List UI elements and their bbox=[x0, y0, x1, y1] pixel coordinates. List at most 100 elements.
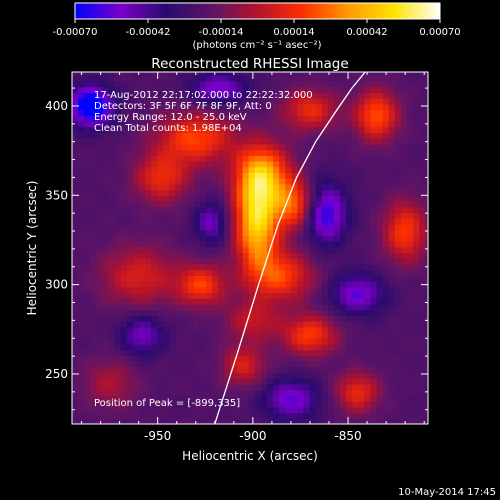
heatmap-cell bbox=[291, 218, 298, 225]
heatmap-cell bbox=[163, 178, 171, 185]
heatmap-cell bbox=[102, 338, 110, 345]
heatmap-cell bbox=[303, 109, 311, 116]
heatmap-cell bbox=[285, 395, 292, 402]
heatmap-cell bbox=[230, 383, 238, 391]
heatmap-cell bbox=[108, 155, 116, 162]
heatmap-cell bbox=[169, 263, 177, 271]
heatmap-cell bbox=[212, 252, 219, 259]
heatmap-cell bbox=[346, 155, 353, 162]
heatmap-cell bbox=[102, 80, 110, 88]
heatmap-cell bbox=[388, 138, 396, 145]
heatmap-cell bbox=[224, 109, 231, 116]
heatmap-cell bbox=[425, 303, 428, 311]
heatmap-cell bbox=[291, 241, 298, 248]
heatmap-cell bbox=[297, 412, 305, 419]
heatmap-cell bbox=[218, 103, 225, 111]
heatmap-cell bbox=[400, 303, 408, 311]
heatmap-cell bbox=[199, 132, 207, 139]
heatmap-cell bbox=[260, 378, 268, 385]
heatmap-cell bbox=[285, 292, 292, 299]
heatmap-cell bbox=[230, 178, 238, 185]
heatmap-cell bbox=[346, 395, 353, 402]
heatmap-cell bbox=[139, 349, 146, 356]
heatmap-cell bbox=[151, 229, 158, 236]
heatmap-cell bbox=[163, 321, 171, 328]
heatmap-cell bbox=[260, 218, 268, 225]
heatmap-cell bbox=[333, 109, 341, 116]
heatmap-cell bbox=[199, 183, 207, 191]
heatmap-cell bbox=[90, 103, 97, 111]
heatmap-cell bbox=[315, 252, 323, 259]
heatmap-cell bbox=[163, 172, 171, 179]
heatmap-cell bbox=[297, 349, 305, 356]
heatmap-cell bbox=[279, 383, 286, 391]
heatmap-cell bbox=[388, 120, 396, 128]
heatmap-cell bbox=[187, 315, 195, 322]
heatmap-cell bbox=[236, 395, 244, 402]
heatmap-cell bbox=[425, 72, 428, 76]
heatmap-cell bbox=[303, 395, 311, 402]
heatmap-cell bbox=[224, 355, 231, 362]
heatmap-cell bbox=[266, 321, 274, 328]
heatmap-cell bbox=[120, 86, 128, 93]
heatmap-cell bbox=[175, 338, 183, 345]
heatmap-cell bbox=[187, 332, 195, 339]
heatmap-cell bbox=[388, 361, 396, 368]
heatmap-cell bbox=[260, 252, 268, 259]
heatmap-cell bbox=[400, 395, 408, 402]
heatmap-cell bbox=[260, 269, 268, 276]
heatmap-cell bbox=[321, 326, 329, 334]
heatmap-cell bbox=[206, 229, 213, 236]
heatmap-cell bbox=[218, 252, 225, 259]
heatmap-cell bbox=[321, 361, 329, 368]
heatmap-cell bbox=[169, 132, 177, 139]
heatmap-cell bbox=[230, 86, 238, 93]
heatmap-cell bbox=[108, 389, 116, 397]
heatmap-cell bbox=[315, 155, 323, 162]
heatmap-cell bbox=[90, 355, 97, 362]
heatmap-cell bbox=[358, 172, 366, 179]
heatmap-cell bbox=[370, 189, 378, 196]
heatmap-cell bbox=[260, 132, 268, 139]
heatmap-cell bbox=[193, 412, 201, 419]
heatmap-cell bbox=[72, 406, 79, 414]
heatmap-cell bbox=[187, 120, 195, 128]
heatmap-cell bbox=[84, 349, 91, 356]
heatmap-cell bbox=[370, 395, 378, 402]
heatmap-cell bbox=[254, 115, 262, 122]
heatmap-cell bbox=[139, 389, 146, 397]
heatmap-cell bbox=[169, 212, 177, 219]
heatmap-cell bbox=[163, 418, 171, 424]
heatmap-cell bbox=[212, 412, 219, 419]
heatmap-cell bbox=[340, 315, 347, 322]
heatmap-cell bbox=[193, 166, 201, 174]
heatmap-cell bbox=[273, 258, 280, 265]
heatmap-cell bbox=[248, 138, 256, 145]
heatmap-cell bbox=[242, 361, 250, 368]
heatmap-cell bbox=[120, 126, 128, 133]
heatmap-cell bbox=[400, 258, 408, 265]
heatmap-cell bbox=[72, 241, 79, 248]
heatmap-cell bbox=[254, 286, 262, 294]
heatmap-cell bbox=[260, 275, 268, 282]
heatmap-cell bbox=[291, 126, 298, 133]
heatmap-cell bbox=[376, 412, 384, 419]
heatmap-cell bbox=[260, 183, 268, 191]
heatmap-cell bbox=[96, 286, 104, 294]
heatmap-cell bbox=[126, 229, 134, 236]
heatmap-cell bbox=[181, 292, 189, 299]
heatmap-cell bbox=[370, 212, 378, 219]
heatmap-cell bbox=[400, 132, 408, 139]
heatmap-cell bbox=[340, 412, 347, 419]
heatmap-cell bbox=[206, 332, 213, 339]
heatmap-cell bbox=[273, 246, 280, 254]
heatmap-cell bbox=[230, 212, 238, 219]
heatmap-cell bbox=[224, 132, 231, 139]
heatmap-cell bbox=[382, 258, 390, 265]
heatmap-cell bbox=[132, 349, 140, 356]
heatmap-cell bbox=[425, 321, 428, 328]
heatmap-cell bbox=[413, 132, 420, 139]
heatmap-cell bbox=[297, 149, 305, 156]
heatmap-cell bbox=[352, 383, 359, 391]
heatmap-cell bbox=[352, 235, 359, 242]
